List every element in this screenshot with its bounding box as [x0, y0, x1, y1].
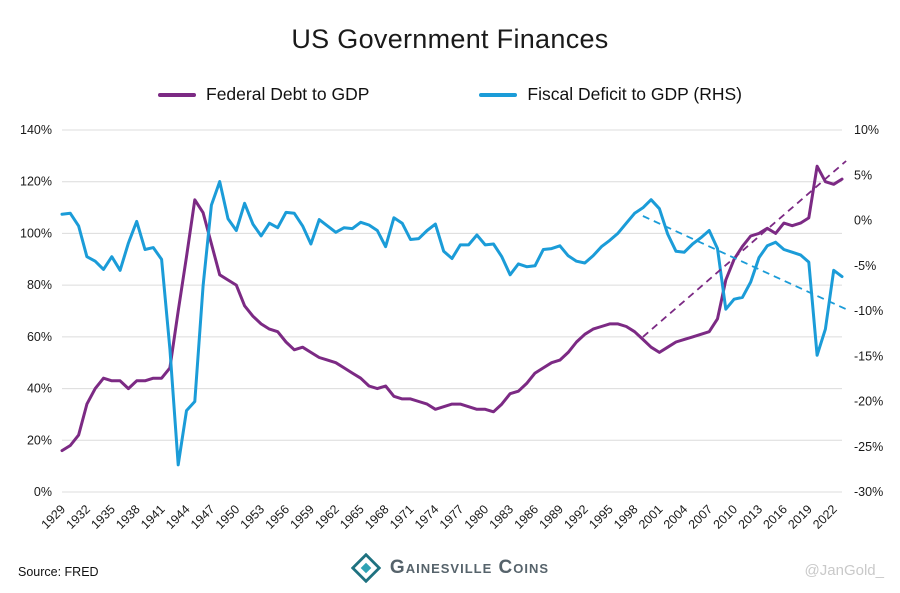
x-axis-tick: 1986: [512, 502, 542, 532]
x-axis-tick: 2004: [661, 502, 691, 532]
right-axis-tick: -30%: [854, 485, 883, 499]
x-axis-tick: 1944: [163, 502, 193, 532]
x-axis-tick: 1935: [88, 502, 118, 532]
chart-title: US Government Finances: [291, 24, 609, 54]
right-axis-tick: 10%: [854, 123, 879, 137]
left-axis-tick: 20%: [27, 433, 52, 447]
x-axis-tick: 1968: [362, 502, 392, 532]
legend-label-debt: Federal Debt to GDP: [206, 84, 370, 104]
brand-footer: Gainesville Coins: [0, 553, 900, 583]
x-axis-tick: 2019: [785, 502, 815, 532]
x-axis-tick: 2022: [810, 502, 840, 532]
left-axis-tick: 60%: [27, 330, 52, 344]
x-axis-tick: 1980: [462, 502, 492, 532]
x-axis-tick: 2013: [736, 502, 766, 532]
right-axis-tick: -15%: [854, 349, 883, 363]
right-axis-tick: 5%: [854, 168, 872, 182]
trendline: [642, 160, 847, 338]
x-axis-tick: 1992: [561, 502, 591, 532]
x-axis-tick: 1983: [487, 502, 517, 532]
x-axis-tick: 1956: [263, 502, 293, 532]
x-axis-tick: 1995: [586, 502, 616, 532]
left-axis-tick: 140%: [20, 123, 52, 137]
deficit-line-swatch: [479, 92, 518, 97]
x-axis-tick: 1965: [337, 502, 367, 532]
x-axis-tick: 2016: [760, 502, 790, 532]
left-axis-tick: 40%: [27, 382, 52, 396]
legend-item-debt: Federal Debt to GDP: [158, 84, 369, 105]
x-axis-tick: 1947: [188, 502, 218, 532]
author-handle: @JanGold_: [804, 562, 884, 579]
x-axis-tick: 1950: [213, 502, 243, 532]
legend-item-deficit: Fiscal Deficit to GDP (RHS): [479, 84, 742, 105]
x-axis-tick: 1974: [412, 502, 442, 532]
left-axis-tick: 120%: [20, 175, 52, 189]
brand-name: Gainesville Coins: [389, 557, 550, 578]
gainesville-coins-logo-icon: [350, 553, 381, 583]
left-axis-tick: 100%: [20, 226, 52, 240]
source-note: Source: FRED: [18, 565, 99, 579]
x-axis-tick: 1971: [387, 502, 417, 532]
x-axis-tick: 1962: [312, 502, 342, 532]
right-axis-tick: 0%: [854, 214, 872, 228]
left-axis-tick: 0%: [34, 485, 52, 499]
right-axis-tick: -10%: [854, 304, 883, 318]
legend-label-deficit: Fiscal Deficit to GDP (RHS): [527, 84, 742, 104]
x-axis-tick: 2007: [686, 502, 716, 532]
left-axis-tick: 80%: [27, 278, 52, 292]
chart-legend: Federal Debt to GDP Fiscal Deficit to GD…: [0, 84, 900, 105]
x-axis-tick: 1959: [287, 502, 317, 532]
series-line: [60, 164, 844, 453]
x-axis-tick: 1989: [536, 502, 566, 532]
x-axis-tick: 2001: [636, 502, 666, 532]
right-axis-tick: -5%: [854, 259, 876, 273]
x-axis-tick: 1938: [113, 502, 143, 532]
trendline: [642, 215, 847, 311]
x-axis-tick: 1998: [611, 502, 641, 532]
x-axis-tick: 1977: [437, 502, 467, 532]
x-axis-tick: 1953: [238, 502, 268, 532]
x-axis-tick: 2010: [711, 502, 741, 532]
series-line: [60, 180, 844, 467]
right-axis-tick: -20%: [854, 395, 883, 409]
x-axis-tick: 1929: [39, 502, 69, 532]
x-axis-tick: 1941: [138, 502, 168, 532]
debt-line-swatch: [158, 92, 196, 97]
x-axis-tick: 1932: [63, 502, 93, 532]
right-axis-tick: -25%: [854, 440, 883, 454]
